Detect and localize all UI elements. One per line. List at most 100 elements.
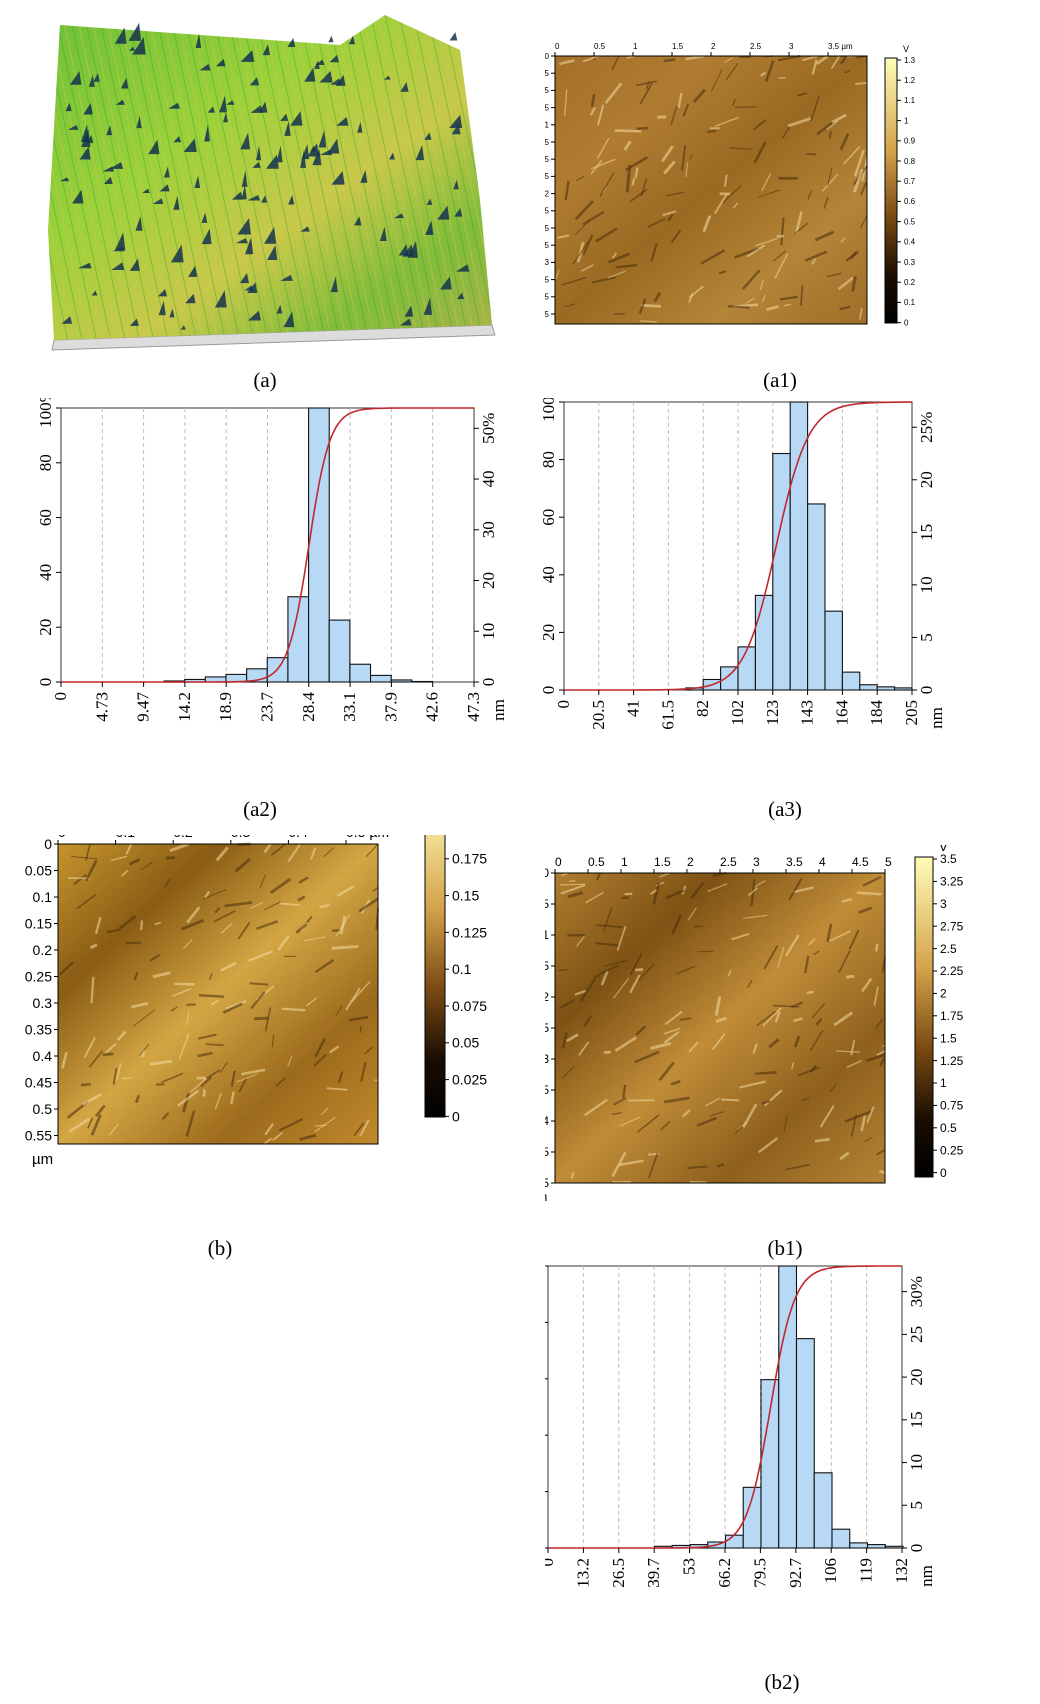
afm-feature (560, 883, 586, 886)
afm-feature (718, 270, 727, 275)
left-tick-label: 80 (36, 454, 55, 471)
afm-feature (634, 167, 639, 179)
x-tick-label: 0 (51, 692, 70, 701)
afm-feature (772, 1004, 800, 1008)
afm-feature (670, 1080, 681, 1086)
surface-spike (88, 74, 95, 87)
x-axis-unit: nm (917, 1565, 936, 1587)
afm-feature (783, 303, 791, 307)
afm-feature (766, 304, 780, 312)
scale-tick-label: 0.5 (940, 1121, 957, 1135)
surface-spike (400, 81, 409, 92)
afm-feature (803, 955, 810, 974)
afm-feature (204, 890, 210, 899)
y-tick-label: 2.5 (545, 224, 550, 233)
afm-feature (650, 243, 658, 262)
histogram-a3: 0 20 40 60 80 100% 0 5 10 15 20 25% 0 20.5 41 61.5 82 102… (539, 382, 1040, 808)
y-tick-label: 0.25 (25, 968, 52, 984)
right-tick-label: 10 (907, 1454, 926, 1471)
afm-feature (125, 843, 133, 855)
afm-feature (234, 858, 251, 873)
y-tick-label: 0.5 (545, 86, 550, 95)
surface-spike (214, 290, 227, 308)
scale-tick-label: 0.075 (452, 998, 487, 1014)
afm-feature (186, 1009, 190, 1025)
scale-tick-label: 2.5 (940, 942, 957, 956)
x-tick-label: 14.2 (175, 692, 194, 722)
surface-spike (201, 212, 208, 223)
afm-feature (210, 999, 220, 1006)
afm-feature (125, 941, 141, 945)
x-tick-label: 106 (821, 1558, 840, 1584)
afm-image-b: 0 0.1 0.2 0.3 0.4 0.5 µm 0 0.05 0.1 0.15 0.2 0.25 0.… (15, 778, 545, 1235)
afm-feature (636, 1114, 660, 1133)
afm-feature (663, 1027, 681, 1035)
afm-3d-topography (40, 10, 500, 365)
histogram-bar (772, 452, 791, 691)
surface-spike (456, 292, 464, 300)
afm-feature (793, 1017, 803, 1023)
afm-feature (750, 879, 756, 907)
afm-feature (616, 925, 627, 951)
surface-spike (199, 63, 211, 71)
surface-spike (247, 310, 261, 321)
right-tick-label: 25 (907, 1326, 926, 1343)
afm-feature (603, 1050, 611, 1054)
x-tick-label: 0.5 (588, 855, 605, 869)
histogram-bar (813, 1472, 833, 1549)
afm-feature (802, 54, 819, 62)
afm-feature (611, 1151, 627, 1178)
surface-spike (241, 184, 247, 200)
afm-feature (831, 113, 847, 124)
surface-spike (384, 75, 391, 80)
afm-feature (689, 1180, 707, 1184)
afm-feature (761, 173, 772, 192)
histogram-bar (724, 1534, 744, 1549)
afm-feature (564, 89, 568, 116)
afm-feature (840, 237, 846, 243)
afm-feature (860, 1115, 867, 1132)
afm-feature (811, 258, 817, 265)
x-tick-label: 0.5 (594, 42, 606, 51)
afm-feature (214, 907, 221, 914)
afm-feature (629, 974, 641, 994)
afm-feature (220, 961, 237, 972)
afm-feature (635, 1025, 647, 1036)
surface-spike (120, 77, 129, 89)
scale-tick-label: 3 (940, 897, 947, 911)
afm-feature (323, 847, 334, 858)
surface-spike (180, 325, 186, 330)
afm-feature (842, 145, 861, 165)
y-tick-label: 0.25 (545, 69, 550, 78)
afm-feature (879, 1058, 886, 1067)
afm-feature (305, 915, 313, 924)
afm-feature (797, 1066, 820, 1077)
right-tick-label: 15 (917, 524, 936, 541)
surface-spike (331, 171, 345, 185)
afm-feature (564, 303, 576, 308)
afm-feature (596, 104, 605, 126)
afm-feature (625, 164, 632, 193)
afm-feature (734, 1125, 743, 1135)
afm-feature (112, 1067, 118, 1085)
x-tick-label: 102 (728, 700, 747, 726)
surface-spike (226, 100, 235, 105)
afm-feature (853, 168, 864, 193)
histogram-a3-plot: 0 20 40 60 80 100% 0 5 10 15 20 25% 0 20.5 41 61.5 82 102… (539, 382, 946, 730)
surface-spike (280, 274, 293, 281)
afm-feature (747, 887, 758, 897)
afm-feature (731, 932, 750, 941)
x-tick-label: 205 (902, 700, 921, 726)
afm-feature (364, 1046, 373, 1055)
x-tick-label: 0 (554, 700, 573, 709)
afm-feature (729, 147, 752, 150)
y-tick-label: 0.3 (33, 995, 53, 1011)
afm-feature (662, 210, 677, 217)
y-tick-label: 3.5 (545, 1083, 549, 1097)
afm-feature (814, 230, 835, 242)
afm-feature (197, 1051, 213, 1058)
x-tick-label: 0.2 (173, 835, 193, 840)
x-tick-label: 1.5 (654, 855, 671, 869)
afm-feature (350, 981, 371, 1003)
surface-spike (157, 289, 168, 297)
